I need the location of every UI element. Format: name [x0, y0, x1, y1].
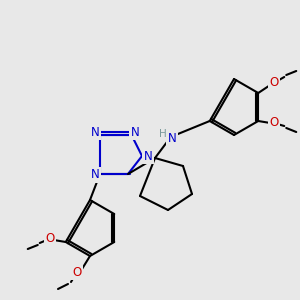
Text: N: N	[91, 169, 99, 182]
Text: O: O	[45, 232, 54, 245]
Text: N: N	[91, 125, 99, 139]
Text: N: N	[130, 125, 140, 139]
Text: O: O	[270, 116, 279, 130]
Text: O: O	[270, 76, 279, 89]
Text: N: N	[168, 131, 176, 145]
Text: H: H	[159, 129, 167, 139]
Text: N: N	[144, 149, 152, 163]
Text: O: O	[72, 266, 82, 278]
